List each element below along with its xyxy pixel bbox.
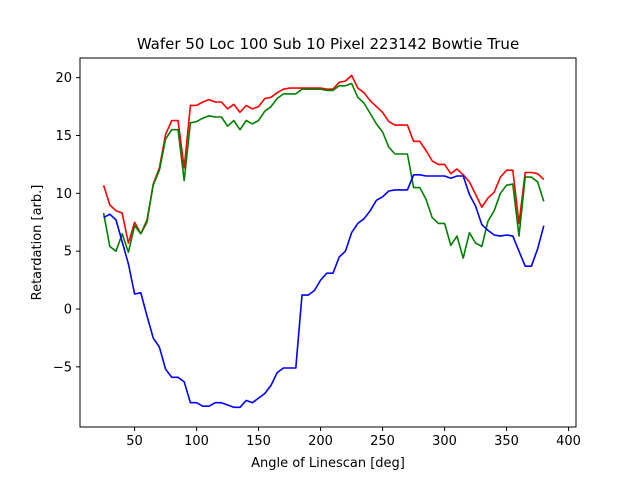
x-tick-label: 250 (370, 434, 395, 449)
x-tick-label: 150 (246, 434, 271, 449)
x-tick-label: 400 (556, 434, 581, 449)
x-tick-label: 300 (432, 434, 457, 449)
y-tick-label: −5 (53, 360, 72, 375)
series-line-1 (102, 82, 545, 259)
y-tick-label: 20 (55, 71, 72, 86)
x-tick-label: 200 (308, 434, 333, 449)
plot-area (102, 74, 545, 409)
x-axis: 50 100 150 200 250 300 350 400 (126, 427, 581, 449)
x-tick-label: 350 (494, 434, 519, 449)
x-tick-label: 50 (126, 434, 143, 449)
chart-title: Wafer 50 Loc 100 Sub 10 Pixel 223142 Bow… (137, 35, 519, 53)
y-axis: −5 0 5 10 15 20 (53, 71, 80, 375)
series-line-2 (103, 174, 545, 409)
plot-frame (79, 57, 577, 428)
series-line-0 (102, 74, 545, 244)
y-tick-label: 0 (64, 303, 72, 318)
y-axis-label: Retardation [arb.] (30, 185, 45, 301)
y-tick-label: 10 (55, 187, 72, 202)
x-axis-label: Angle of Linescan [deg] (251, 456, 405, 471)
y-tick-label: 5 (64, 245, 72, 260)
x-tick-label: 100 (184, 434, 209, 449)
y-tick-label: 15 (55, 129, 72, 144)
